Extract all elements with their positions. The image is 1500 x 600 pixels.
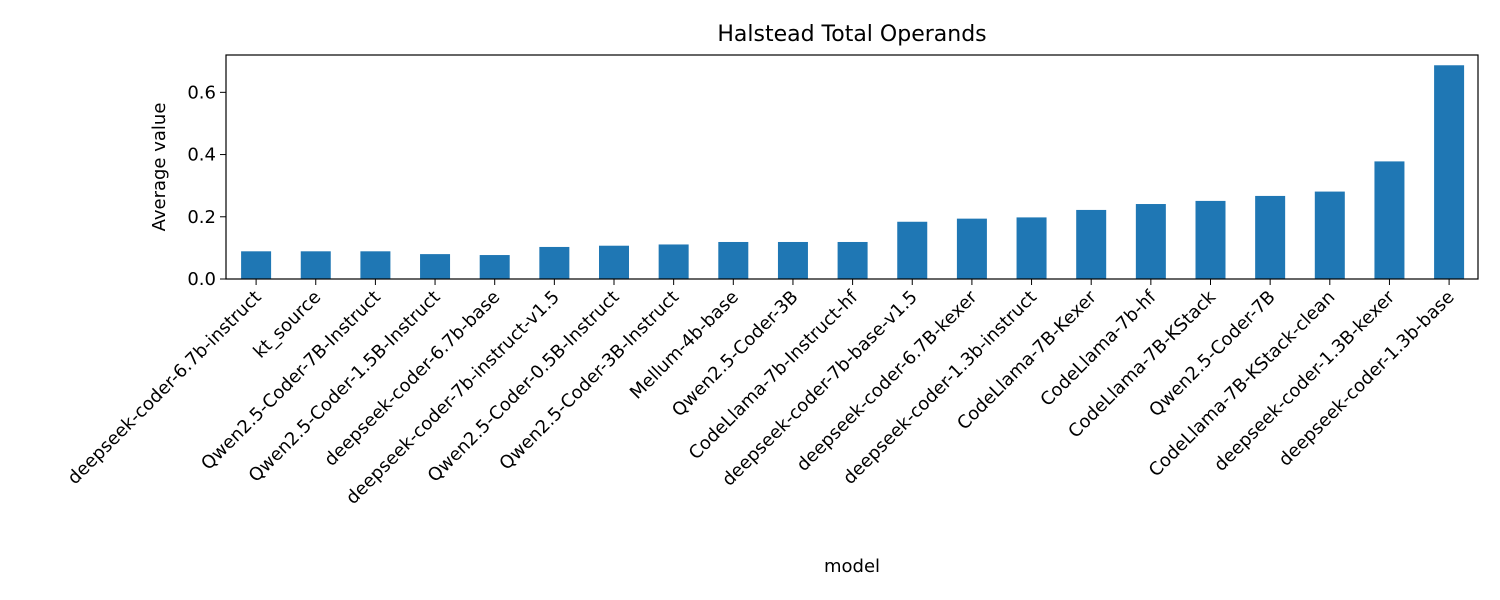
bar	[777, 241, 808, 279]
bar	[956, 218, 987, 279]
bar	[1374, 161, 1405, 279]
y-tick-label: 0.6	[187, 82, 216, 103]
bar	[837, 241, 868, 279]
y-tick-label: 0.0	[187, 269, 216, 290]
y-tick-label: 0.4	[187, 145, 216, 166]
bar	[360, 251, 391, 279]
x-tick-label: deepseek-coder-6.7b-instruct	[64, 287, 266, 489]
x-tick-label: deepseek-coder-7b-instruct-v1.5	[342, 287, 564, 509]
bar	[1076, 209, 1107, 279]
y-tick-label: 0.2	[187, 207, 216, 228]
bar	[1016, 217, 1047, 279]
bar	[658, 244, 689, 279]
bar	[241, 251, 272, 279]
bar	[479, 255, 510, 279]
bar	[1434, 65, 1465, 280]
plot-frame	[225, 54, 1479, 280]
bar	[599, 245, 629, 279]
y-axis-title: Average value	[149, 103, 170, 232]
bar	[1314, 191, 1345, 279]
bar	[300, 251, 331, 279]
bar	[897, 221, 928, 279]
bar	[420, 254, 451, 279]
x-tick-label: Mellum-4b-base	[626, 287, 743, 404]
bar	[1135, 204, 1166, 279]
chart-title: Halstead Total Operands	[717, 22, 986, 47]
bar	[718, 241, 749, 279]
bar	[1195, 200, 1226, 279]
x-axis-ticks: deepseek-coder-6.7b-instructkt_sourceQwe…	[64, 279, 1459, 509]
bar	[1255, 195, 1286, 279]
x-axis-title: model	[824, 556, 880, 577]
y-axis-ticks: 0.0 0.2 0.4 0.6	[187, 82, 226, 290]
bar	[539, 246, 570, 279]
bars-group	[241, 65, 1465, 280]
